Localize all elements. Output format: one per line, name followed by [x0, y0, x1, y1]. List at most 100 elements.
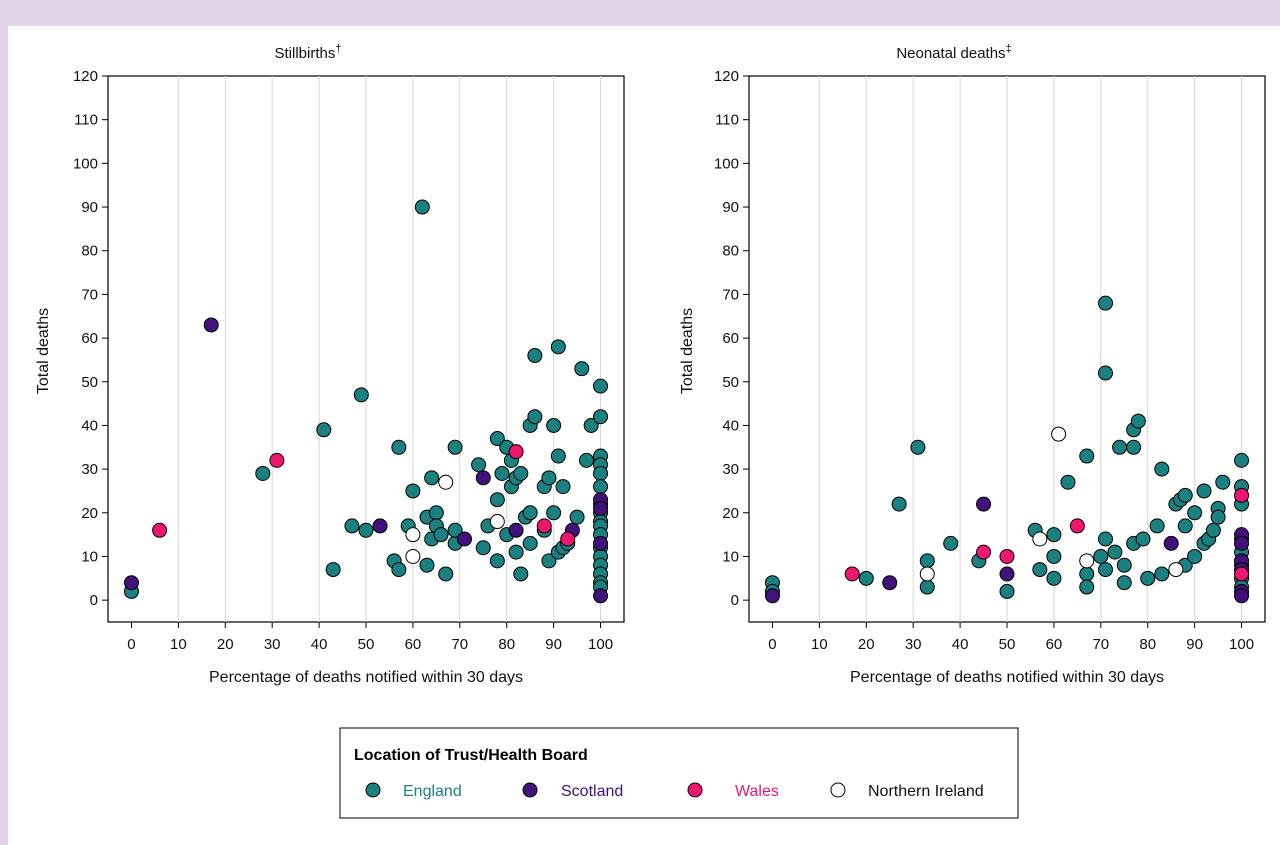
stillbirths-point-northern-ireland [438, 474, 454, 490]
neonatal-point-england [1098, 365, 1114, 381]
stillbirths-point-northern-ireland [405, 527, 421, 543]
neonatal-x-axis-label: Percentage of deaths notified within 30 … [850, 669, 1164, 686]
stillbirths-y-tick-label-60: 60 [81, 330, 98, 347]
neonatal-x-tick-label-80: 80 [1139, 636, 1156, 653]
stillbirths-point-england [555, 479, 571, 495]
neonatal-y-tick-label-40: 40 [722, 417, 739, 434]
legend-label-northern-ireland: Northern Ireland [868, 783, 984, 800]
stillbirths-x-tick-label-80: 80 [498, 636, 515, 653]
neonatal-point-northern-ireland [1051, 426, 1067, 442]
stillbirths-point-england [424, 470, 440, 486]
stillbirths-point-england [447, 439, 463, 455]
legend-marker-northern-ireland [830, 782, 846, 798]
stillbirths-point-england [494, 465, 510, 481]
neonatal-point-wales [976, 544, 992, 560]
neonatal-point-england [1130, 413, 1146, 429]
neonatal-x-tick-label-90: 90 [1186, 636, 1203, 653]
stillbirths-y-tick-label-90: 90 [81, 199, 98, 216]
stillbirths-point-wales [152, 522, 168, 538]
neonatal-point-england [1196, 483, 1212, 499]
neonatal-x-tick-label-10: 10 [811, 636, 828, 653]
neonatal-x-tick-label-20: 20 [858, 636, 875, 653]
stillbirths-point-scotland [593, 500, 609, 516]
legend-marker-england [365, 782, 381, 798]
neonatal-point-england [1205, 522, 1221, 538]
neonatal-point-scotland [976, 496, 992, 512]
stillbirths-y-axis-label: Total deaths [35, 308, 52, 394]
neonatal-title: Neonatal deaths‡ [896, 43, 1011, 62]
neonatal-point-england [1215, 474, 1231, 490]
stillbirths-point-wales [560, 531, 576, 547]
stillbirths-y-tick-label-40: 40 [81, 417, 98, 434]
stillbirths-point-england [489, 431, 505, 447]
stillbirths-y-tick-label-30: 30 [81, 461, 98, 478]
neonatal-point-northern-ireland [1032, 531, 1048, 547]
stillbirths-point-scotland [475, 470, 491, 486]
stillbirths-point-england [353, 387, 369, 403]
neonatal-point-england [1116, 557, 1132, 573]
neonatal-y-tick-label-100: 100 [714, 155, 739, 172]
stillbirths-point-england [414, 199, 430, 215]
stillbirths-point-northern-ireland [489, 514, 505, 530]
stillbirths-x-tick-label-20: 20 [217, 636, 234, 653]
neonatal-point-england [1187, 505, 1203, 521]
neonatal-point-england [1126, 439, 1142, 455]
stillbirths-point-wales [508, 444, 524, 460]
neonatal-point-england [1154, 566, 1170, 582]
neonatal-point-england [1116, 575, 1132, 591]
stillbirths-point-england [593, 378, 609, 394]
stillbirths-y-tick-label-110: 110 [74, 112, 98, 129]
stillbirths-point-england [546, 417, 562, 433]
stillbirths-point-northern-ireland [405, 548, 421, 564]
neonatal-y-tick-label-30: 30 [722, 461, 739, 478]
stillbirths-y-tick-label-80: 80 [81, 243, 98, 260]
stillbirths-y-tick-label-10: 10 [81, 548, 98, 565]
neonatal-x-tick-label-100: 100 [1229, 636, 1254, 653]
legend-label-scotland: Scotland [561, 783, 623, 800]
stillbirths-point-wales [269, 452, 285, 468]
stillbirths-point-england [546, 505, 562, 521]
legend: Location of Trust/Health Board England Sc… [339, 727, 1019, 819]
stillbirths-point-scotland [508, 522, 524, 538]
neonatal-point-england [999, 583, 1015, 599]
stillbirths-point-england [489, 553, 505, 569]
figure-panel: Stillbirths† 0 10 20 30 40 50 60 70 80 90 100 0 10 20… [8, 26, 1280, 845]
neonatal-y-tick-label-10: 10 [722, 548, 739, 565]
stillbirths-y-tick-label-50: 50 [81, 374, 98, 391]
stillbirths-chart: Stillbirths† 0 10 20 30 40 50 60 70 80 90 100 0 10 20… [35, 43, 625, 686]
legend-label-wales: Wales [735, 783, 779, 800]
neonatal-x-tick-label-50: 50 [999, 636, 1016, 653]
stillbirths-point-england [475, 540, 491, 556]
stillbirths-point-scotland [457, 531, 473, 547]
neonatal-point-england [1135, 531, 1151, 547]
stillbirths-y-tick-label-100: 100 [73, 155, 98, 172]
stillbirths-point-scotland [593, 588, 609, 604]
stillbirths-y-tick-label-70: 70 [81, 286, 98, 303]
neonatal-point-england [1098, 295, 1114, 311]
stillbirths-x-tick-label-30: 30 [264, 636, 281, 653]
legend-box [339, 727, 1019, 819]
neonatal-y-tick-label-0: 0 [731, 592, 739, 609]
neonatal-x-tick-label-40: 40 [952, 636, 969, 653]
stillbirths-point-england [522, 505, 538, 521]
neonatal-point-england [919, 553, 935, 569]
legend-title: Location of Trust/Health Board [354, 747, 588, 764]
neonatal-point-wales [1234, 487, 1250, 503]
neonatal-point-england [1046, 570, 1062, 586]
stillbirths-x-tick-label-60: 60 [405, 636, 422, 653]
stillbirths-y-tick-label-120: 120 [73, 68, 98, 85]
stillbirths-point-england [527, 348, 543, 364]
stillbirths-point-england [508, 544, 524, 560]
neonatal-point-england [1079, 579, 1095, 595]
neonatal-y-tick-label-110: 110 [715, 112, 739, 129]
stillbirths-point-england [489, 492, 505, 508]
neonatal-point-england [1093, 548, 1109, 564]
neonatal-point-scotland [1234, 588, 1250, 604]
neonatal-point-england [1046, 527, 1062, 543]
neonatal-y-tick-label-50: 50 [722, 374, 739, 391]
neonatal-point-england [1098, 562, 1114, 578]
stillbirths-x-axis-label: Percentage of deaths notified within 30 … [209, 669, 523, 686]
neonatal-point-england [1107, 544, 1123, 560]
stillbirths-point-england [391, 562, 407, 578]
legend-marker-scotland [522, 782, 538, 798]
